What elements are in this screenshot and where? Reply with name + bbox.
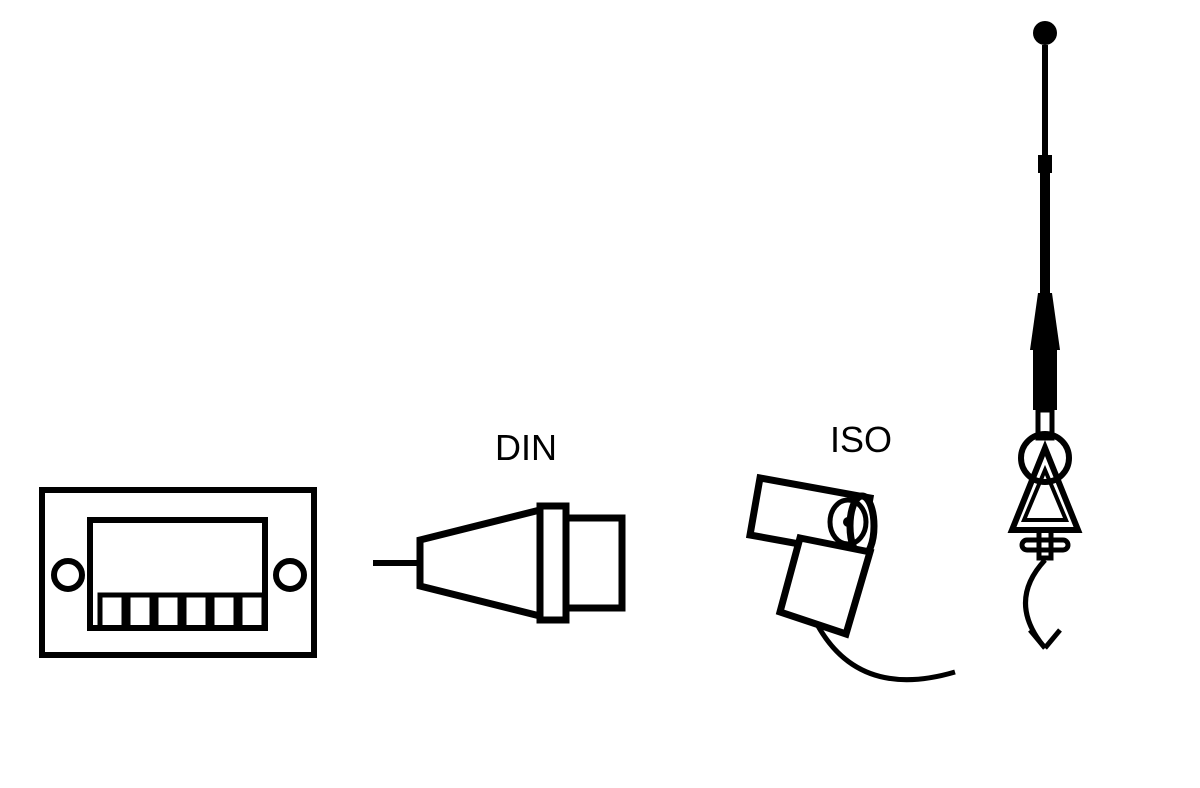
- antenna-cable-arrow-head: [1030, 630, 1060, 648]
- antenna-icon: [1012, 21, 1078, 648]
- antenna-taper: [1030, 293, 1060, 350]
- radio-knob-left: [54, 561, 82, 589]
- antenna-seg2: [1040, 173, 1050, 293]
- radio-button: [128, 595, 152, 628]
- din-collar: [540, 506, 566, 620]
- din-connector-icon: [373, 506, 622, 620]
- radio-button: [100, 595, 124, 628]
- iso-label: ISO: [830, 419, 892, 460]
- radio-button: [240, 595, 264, 628]
- iso-connector-icon: [750, 478, 955, 680]
- din-barrel: [566, 518, 622, 608]
- radio-buttons: [100, 595, 264, 628]
- antenna-seg3: [1033, 350, 1057, 410]
- iso-angle-body: [780, 538, 870, 634]
- din-label: DIN: [495, 427, 557, 468]
- radio-button: [184, 595, 208, 628]
- radio-knob-right: [276, 561, 304, 589]
- iso-center-pin: [843, 517, 853, 527]
- antenna-joint1: [1038, 155, 1052, 173]
- radio-button: [212, 595, 236, 628]
- radio-button: [156, 595, 180, 628]
- din-body: [420, 510, 540, 616]
- antenna-post: [1039, 530, 1051, 558]
- car-radio-icon: [42, 490, 314, 655]
- antenna-seg1: [1042, 45, 1048, 155]
- antenna-tip: [1033, 21, 1057, 45]
- antenna-cross: [1022, 540, 1068, 550]
